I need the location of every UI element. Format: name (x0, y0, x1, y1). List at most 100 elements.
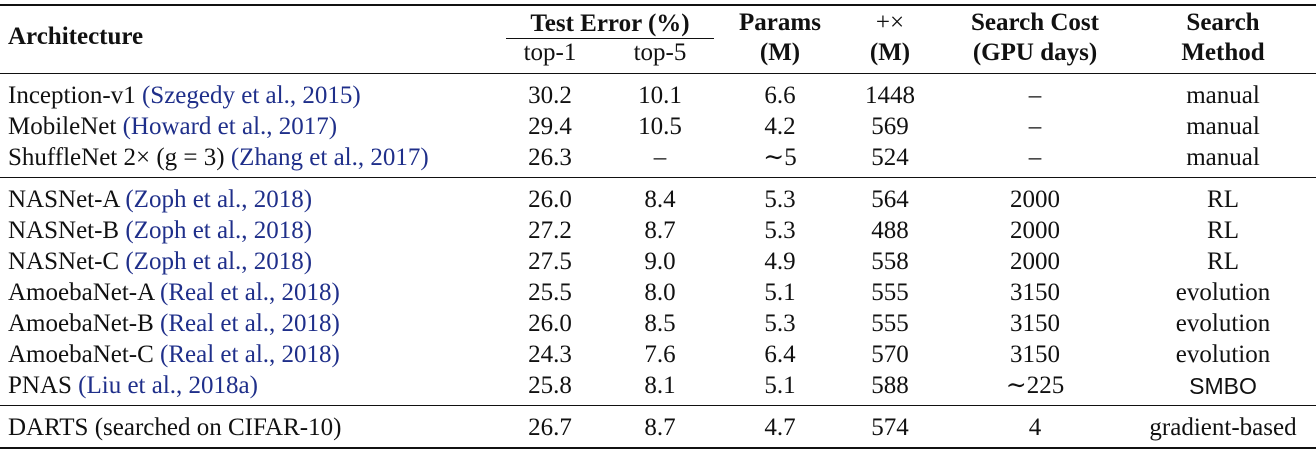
architecture-cell: DARTS (searched on CIFAR-10) (0, 406, 500, 448)
top5-cell: 8.1 (644, 371, 676, 399)
search-method-cell: evolution (1175, 340, 1271, 368)
architecture-name: AmoebaNet-C (8, 340, 154, 368)
header-search-method-unit: Method (1181, 39, 1265, 66)
header-params: Params (739, 8, 821, 36)
architecture-cell: NASNet-A (Zoph et al., 2018) (0, 178, 500, 215)
search-cost-cell: 3150 (1010, 340, 1060, 368)
search-method-cell: RL (1207, 247, 1239, 275)
citation-link[interactable]: (Howard et al., 2017) (122, 112, 338, 140)
table-row: DARTS (searched on CIFAR-10) 26.7 8.7 4.… (0, 406, 1316, 448)
bottom-rule (0, 447, 1316, 450)
table-row: AmoebaNet-B (Real et al., 2018) 26.0 8.5… (0, 308, 1316, 339)
params-cell: 6.6 (764, 81, 796, 109)
multadds-cell: 570 (871, 340, 909, 368)
architecture-name: NASNet-C (8, 247, 120, 275)
search-method-cell: manual (1186, 81, 1260, 109)
search-cost-cell: 2000 (1010, 185, 1060, 213)
search-method-cell: RL (1207, 216, 1239, 244)
citation-link[interactable]: (Zoph et al., 2018) (125, 185, 313, 213)
multadds-cell: 569 (871, 112, 909, 140)
top5-cell: 10.1 (638, 81, 682, 109)
architecture-name: AmoebaNet-A (8, 278, 154, 306)
top5-cell: 7.6 (644, 340, 676, 368)
top5-cell: – (653, 143, 667, 171)
header-search-cost-unit: (GPU days) (972, 39, 1098, 66)
top1-cell: 27.2 (528, 216, 572, 244)
header-search-method: Search (1186, 8, 1260, 36)
top1-cell: 24.3 (528, 340, 572, 368)
architecture-cell: AmoebaNet-B (Real et al., 2018) (0, 308, 500, 339)
params-cell: 5.1 (764, 278, 796, 306)
top5-cell: 8.5 (644, 309, 676, 337)
search-cost-cell: 3150 (1010, 309, 1060, 337)
citation-link[interactable]: (Real et al., 2018) (160, 278, 340, 306)
multadds-cell: 555 (871, 278, 909, 306)
table-row: PNAS (Liu et al., 2018a) 25.8 8.1 5.1 58… (0, 370, 1316, 406)
search-method-cell: evolution (1175, 309, 1271, 337)
architecture-name: NASNet-A (8, 185, 120, 213)
multadds-cell: 555 (871, 309, 909, 337)
citation-link[interactable]: (Zhang et al., 2017) (230, 143, 429, 171)
group-rule-1 (0, 177, 1316, 178)
search-cost-cell: 3150 (1010, 278, 1060, 306)
params-cell: ∼5 (763, 143, 797, 171)
multadds-cell: 488 (871, 216, 909, 244)
architecture-name: DARTS (searched on CIFAR-10) (8, 413, 342, 441)
architecture-name: PNAS (8, 371, 72, 399)
top1-cell: 26.7 (528, 413, 572, 441)
top5-cell: 9.0 (644, 247, 676, 275)
imagenet-comparison-table: Architecture Test Error (%) Params +× Se… (0, 4, 1316, 450)
top1-cell: 27.5 (528, 247, 572, 275)
search-cost-cell: – (1028, 112, 1042, 140)
citation-link[interactable]: (Zoph et al., 2018) (125, 216, 313, 244)
citation-link[interactable]: (Zoph et al., 2018) (125, 247, 313, 275)
architecture-cell: AmoebaNet-C (Real et al., 2018) (0, 339, 500, 370)
multadds-cell: 574 (871, 413, 909, 441)
search-cost-cell: – (1028, 143, 1042, 171)
header-architecture: Architecture (8, 22, 144, 50)
multadds-cell: 588 (871, 371, 909, 399)
header-test-error-label: Test Error (%) (506, 10, 714, 39)
citation-link[interactable]: (Liu et al., 2018a) (78, 371, 258, 399)
search-method-cell: RL (1207, 185, 1239, 213)
params-cell: 4.9 (764, 247, 796, 275)
params-cell: 5.3 (764, 185, 796, 213)
top1-cell: 26.3 (528, 143, 572, 171)
top1-cell: 26.0 (528, 185, 572, 213)
table-row: MobileNet (Howard et al., 2017) 29.4 10.… (0, 111, 1316, 142)
search-cost-cell: 2000 (1010, 247, 1060, 275)
table-row: AmoebaNet-A (Real et al., 2018) 25.5 8.0… (0, 277, 1316, 308)
architecture-name: Inception-v1 (8, 81, 136, 109)
architecture-name: ShuffleNet 2× (g = 3) (8, 143, 225, 171)
multadds-cell: 564 (871, 185, 909, 213)
search-method-cell: manual (1186, 112, 1260, 140)
multadds-cell: 524 (871, 143, 909, 171)
architecture-cell: AmoebaNet-A (Real et al., 2018) (0, 277, 500, 308)
top5-cell: 8.7 (644, 413, 676, 441)
top5-cell: 8.4 (644, 185, 676, 213)
params-cell: 5.1 (764, 371, 796, 399)
top5-cell: 8.7 (644, 216, 676, 244)
architecture-cell: PNAS (Liu et al., 2018a) (0, 370, 500, 406)
header-multadds-unit: (M) (869, 39, 911, 66)
citation-link[interactable]: (Szegedy et al., 2015) (141, 81, 361, 109)
params-cell: 4.7 (764, 413, 796, 441)
table-row: NASNet-B (Zoph et al., 2018) 27.2 8.7 5.… (0, 215, 1316, 246)
top1-cell: 25.5 (528, 278, 572, 306)
table-row: NASNet-A (Zoph et al., 2018) 26.0 8.4 5.… (0, 178, 1316, 215)
params-cell: 5.3 (764, 216, 796, 244)
params-cell: 5.3 (764, 309, 796, 337)
header-test-error: Test Error (%) (500, 6, 720, 39)
multadds-cell: 558 (871, 247, 909, 275)
citation-link[interactable]: (Real et al., 2018) (160, 340, 340, 368)
header-row-2: top-1 top-5 (M) (M) (GPU days) Method (0, 39, 1316, 67)
top5-cell: 8.0 (644, 278, 676, 306)
table-row: AmoebaNet-C (Real et al., 2018) 24.3 7.6… (0, 339, 1316, 370)
search-method-cell: evolution (1175, 278, 1271, 306)
header-top5: top-5 (633, 39, 687, 66)
header-rule (0, 73, 1316, 74)
header-search-cost: Search Cost (970, 8, 1099, 36)
citation-link[interactable]: (Real et al., 2018) (160, 309, 340, 337)
table-row: ShuffleNet 2× (g = 3) (Zhang et al., 201… (0, 142, 1316, 178)
